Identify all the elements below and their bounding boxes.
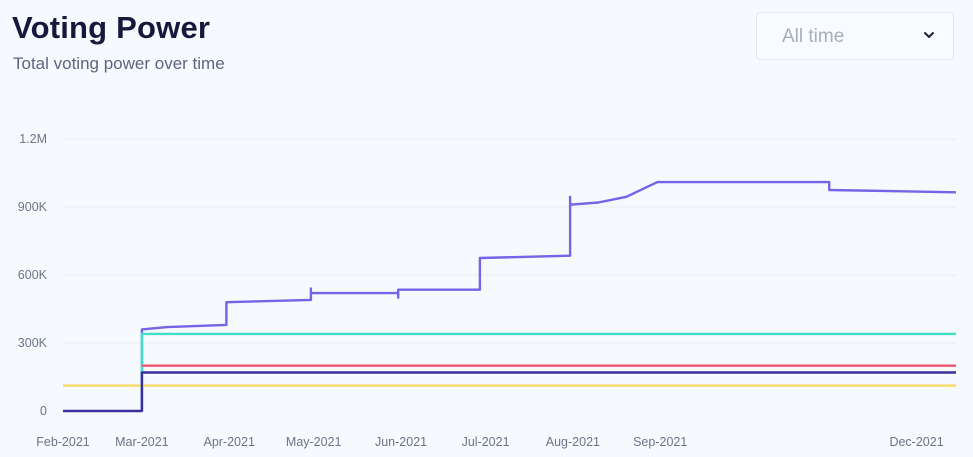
y-tick-label: 0 (40, 404, 47, 418)
x-tick-label: Apr-2021 (203, 435, 254, 449)
time-range-select[interactable]: All time (756, 12, 954, 60)
series-line-5 (63, 371, 956, 413)
x-tick-label: Dec-2021 (889, 435, 943, 449)
page-title: Voting Power (12, 10, 211, 45)
x-tick-label: Jun-2021 (375, 435, 427, 449)
y-tick-label: 900K (18, 200, 48, 214)
y-tick-label: 1.2M (19, 132, 47, 146)
x-tick-label: Jul-2021 (462, 435, 510, 449)
grid-lines (63, 138, 956, 344)
x-tick-label: Aug-2021 (546, 435, 600, 449)
page-subtitle: Total voting power over time (13, 54, 225, 73)
chevron-down-icon (924, 32, 934, 38)
x-tick-label: Feb-2021 (36, 435, 90, 449)
x-tick-label: May-2021 (286, 435, 342, 449)
series-line-1 (140, 180, 957, 411)
y-tick-label: 300K (18, 336, 48, 350)
y-tick-label: 600K (18, 268, 48, 282)
series-lines (63, 180, 957, 413)
time-range-value: All time (782, 26, 845, 47)
x-tick-label: Sep-2021 (633, 435, 687, 449)
x-tick-label: Mar-2021 (115, 435, 169, 449)
x-axis-labels: Feb-2021 Mar-2021 Apr-2021 May-2021 Jun-2021… (36, 435, 943, 449)
y-axis-labels: 0 300K 600K 900K 1.2M (18, 132, 48, 418)
